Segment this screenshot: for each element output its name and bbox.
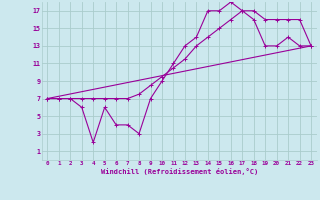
X-axis label: Windchill (Refroidissement éolien,°C): Windchill (Refroidissement éolien,°C) [100, 168, 258, 175]
